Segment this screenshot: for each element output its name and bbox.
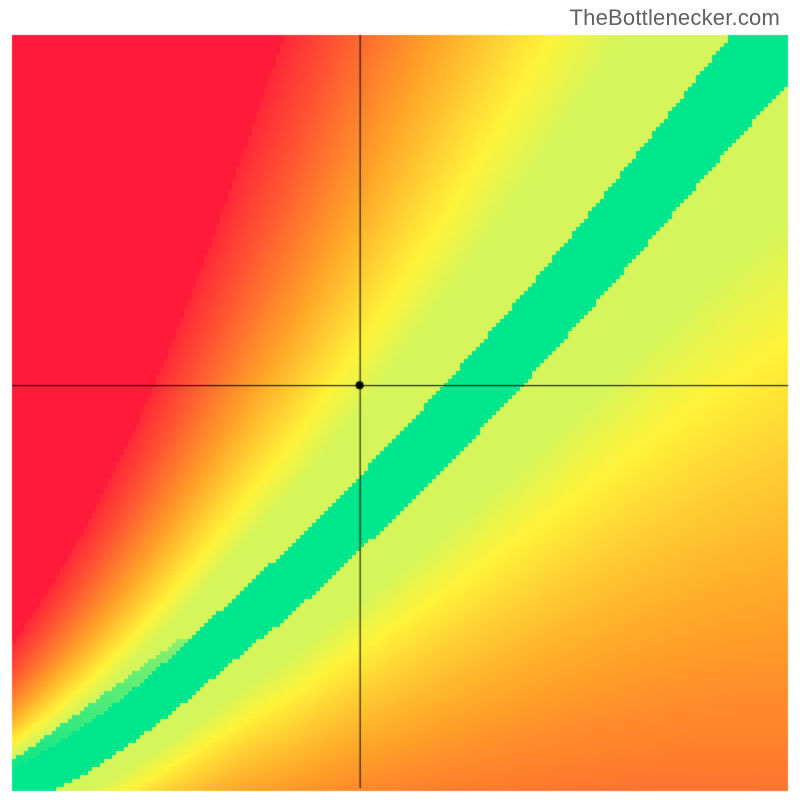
chart-container: TheBottlenecker.com (0, 0, 800, 800)
bottleneck-heatmap (0, 0, 800, 800)
watermark-text: TheBottlenecker.com (570, 5, 780, 31)
